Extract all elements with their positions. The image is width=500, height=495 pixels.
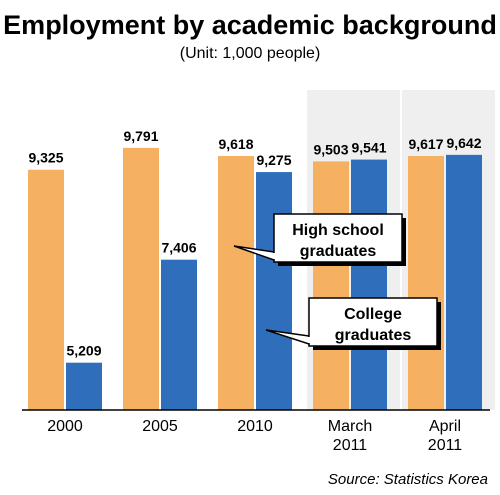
bar-college-1 [161, 259, 197, 410]
data-label-college-4: 9,642 [446, 135, 481, 151]
legend-label-college-0: College [344, 306, 402, 323]
bar-college-0 [66, 362, 102, 410]
data-label-high-school-3: 9,503 [313, 141, 348, 157]
legend-label-college-1: graduates [335, 327, 412, 344]
data-label-high-school-1: 9,791 [123, 128, 158, 144]
callout-college-joint [308, 337, 311, 343]
x-tick-label-4-1: 2011 [428, 437, 463, 454]
data-label-college-0: 5,209 [66, 343, 101, 359]
callout-college-box [308, 297, 438, 347]
legend-label-high-school-0: High school [292, 222, 384, 239]
x-tick-label-0-0: 2000 [47, 418, 83, 435]
bar-high-school-3 [313, 161, 349, 410]
bar-high-school-4 [408, 156, 444, 410]
chart-subtitle: (Unit: 1,000 people) [180, 45, 321, 62]
data-label-college-1: 7,406 [161, 240, 196, 256]
bar-college-2 [256, 172, 292, 410]
data-label-college-2: 9,275 [256, 152, 291, 168]
x-tick-label-2-0: 2010 [237, 418, 273, 435]
x-tick-label-3-1: 2011 [333, 437, 368, 454]
bar-high-school-0 [28, 169, 64, 410]
data-label-high-school-2: 9,618 [218, 136, 253, 152]
legend-label-high-school-1: graduates [300, 243, 377, 260]
bar-college-4 [446, 154, 482, 410]
data-label-high-school-4: 9,617 [408, 136, 443, 152]
bar-college-3 [351, 159, 387, 410]
bar-high-school-2 [218, 155, 254, 410]
x-tick-label-4-0: April [429, 418, 461, 435]
source-note: Source: Statistics Korea [328, 471, 488, 488]
callout-high-school-box [273, 213, 403, 263]
bar-high-school-1 [123, 147, 159, 410]
data-label-high-school-0: 9,325 [28, 150, 63, 166]
chart-title: Employment by academic background [3, 10, 497, 40]
x-tick-label-1-0: 2005 [142, 418, 178, 435]
data-label-college-3: 9,541 [351, 140, 386, 156]
x-tick-label-3-0: March [328, 418, 372, 435]
callout-high-school-joint [273, 253, 276, 259]
